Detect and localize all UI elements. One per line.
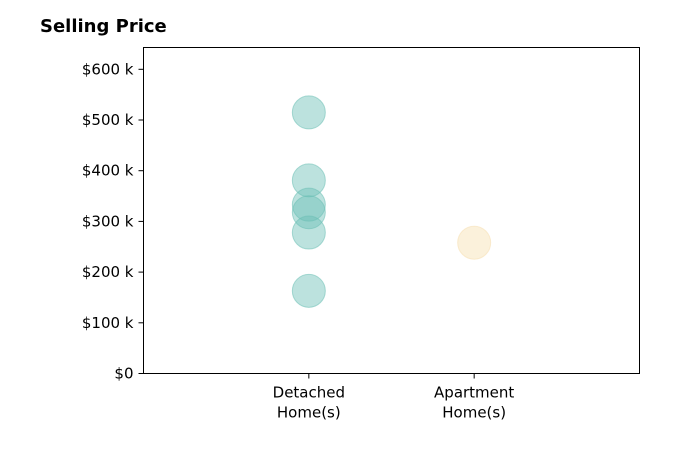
points-layer: [291, 95, 492, 308]
y-tick-label: $200 k: [82, 263, 134, 281]
y-axis: $0 $100 k $200 k $300 k $400 k $500 k $600 k: [82, 60, 144, 383]
x-tick-label: Apartment Home(s): [434, 384, 514, 422]
x-axis: Detached Home(s) Apartment Home(s): [273, 373, 514, 422]
y-tick-label: $600 k: [82, 60, 134, 78]
scatter-point: [291, 273, 326, 308]
scatter-point: [291, 95, 326, 130]
scatter-point: [291, 187, 326, 222]
y-tick-label: $100 k: [82, 314, 134, 332]
scatter-point: [291, 195, 326, 230]
y-tick-label: $400 k: [82, 162, 134, 180]
plot-frame: [143, 47, 640, 374]
y-tick-label: $0: [114, 365, 133, 383]
scatter-point: [457, 225, 492, 260]
x-tick-label: Detached Home(s): [273, 384, 345, 422]
chart-title: Selling Price: [40, 16, 167, 37]
y-tick-label: $300 k: [82, 212, 134, 230]
y-tick-label: $500 k: [82, 111, 134, 129]
scatter-point: [291, 215, 326, 250]
scatter-point: [291, 163, 326, 198]
